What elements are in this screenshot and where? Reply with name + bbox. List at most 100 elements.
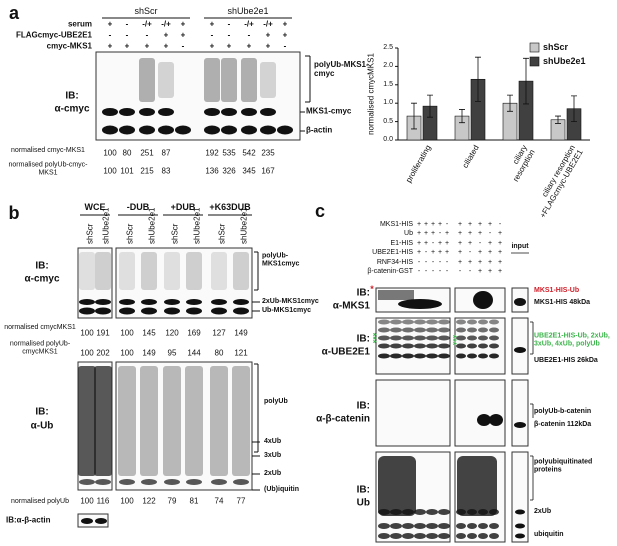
label: +: [416, 221, 422, 229]
band: [221, 108, 237, 116]
label: β-catenin-GST: [367, 268, 413, 276]
label: 326: [222, 166, 236, 176]
label: -: [488, 230, 492, 238]
band: [456, 319, 466, 325]
label: +: [107, 41, 113, 51]
label: -: [431, 239, 435, 247]
label: 169: [187, 328, 201, 338]
blot: [77, 247, 113, 319]
smear: [210, 366, 228, 476]
label: 215: [140, 166, 154, 176]
label: +: [457, 239, 463, 247]
band: [467, 319, 477, 325]
label: +: [497, 249, 503, 257]
band: [141, 479, 157, 485]
band: [95, 518, 107, 524]
band: [414, 353, 426, 359]
label: +: [487, 249, 493, 257]
label: -: [125, 30, 129, 40]
label: +: [487, 268, 493, 276]
smear: [118, 366, 136, 476]
band: [426, 523, 438, 529]
band: [478, 335, 488, 341]
label: +: [457, 230, 463, 238]
label: β-catenin 112kDa: [534, 421, 592, 429]
label: +: [430, 230, 436, 238]
band: [426, 327, 438, 333]
label: +: [430, 249, 436, 257]
band: [489, 343, 499, 349]
band: [467, 335, 477, 341]
label: 149: [142, 348, 156, 358]
label: serum: [67, 19, 92, 29]
smear: [94, 366, 112, 476]
label: +: [457, 249, 463, 257]
label: 100: [120, 328, 134, 338]
label: polyUb: [264, 398, 288, 406]
label: +: [497, 230, 503, 238]
smear: [204, 58, 220, 102]
band: [95, 479, 111, 485]
label: -: [468, 268, 472, 276]
band: [467, 533, 477, 539]
label: (Ub)iquitin: [264, 486, 299, 494]
band: [473, 291, 493, 309]
label: ***: [447, 334, 458, 346]
blot: [454, 379, 506, 447]
label: +: [416, 249, 422, 257]
band: [241, 125, 257, 135]
smear: [221, 58, 237, 102]
band: [489, 414, 503, 426]
legend-swatch: [529, 56, 540, 67]
error-bar: [411, 102, 417, 130]
label: α-MKS1: [332, 300, 370, 312]
label: -: [227, 30, 231, 40]
band: [119, 479, 135, 485]
label: +: [163, 41, 169, 51]
label: 542: [242, 148, 256, 158]
band: [390, 353, 402, 359]
blot: [95, 51, 301, 141]
label: +: [265, 41, 271, 51]
band: [456, 523, 466, 529]
band: [398, 299, 442, 309]
band: [515, 523, 525, 529]
band: [211, 479, 227, 485]
band: [204, 108, 220, 116]
band: [233, 307, 249, 315]
label: 535: [222, 148, 236, 158]
label: +: [477, 249, 483, 257]
band: [477, 414, 491, 426]
band: [390, 319, 402, 325]
band: [102, 108, 118, 116]
band: [102, 125, 118, 135]
label: 251: [140, 148, 154, 158]
band: [79, 299, 95, 305]
label: 74: [214, 496, 224, 506]
label: +: [265, 30, 271, 40]
label: -: [417, 258, 421, 266]
label: -: [424, 258, 428, 266]
label: 144: [187, 348, 201, 358]
y-tick-label: 0.5: [383, 117, 393, 125]
error-bar: [555, 115, 561, 124]
error-bar: [523, 57, 529, 105]
label: MKS1-HIS: [379, 221, 413, 229]
label: +: [497, 268, 503, 276]
band: [489, 335, 499, 341]
label: 101: [120, 166, 134, 176]
label: IB:: [65, 90, 79, 102]
label: a: [8, 3, 20, 24]
band: [241, 108, 257, 116]
label: +: [107, 19, 113, 29]
label: IB:: [35, 406, 49, 418]
blot: [115, 361, 253, 491]
blot: [375, 379, 451, 447]
label: +K63DUB: [209, 202, 251, 213]
label: -/+: [244, 19, 254, 29]
label: 122: [142, 496, 156, 506]
label: -/+: [263, 19, 273, 29]
label: +: [180, 30, 186, 40]
label: IB:α-β-actin: [6, 515, 51, 525]
